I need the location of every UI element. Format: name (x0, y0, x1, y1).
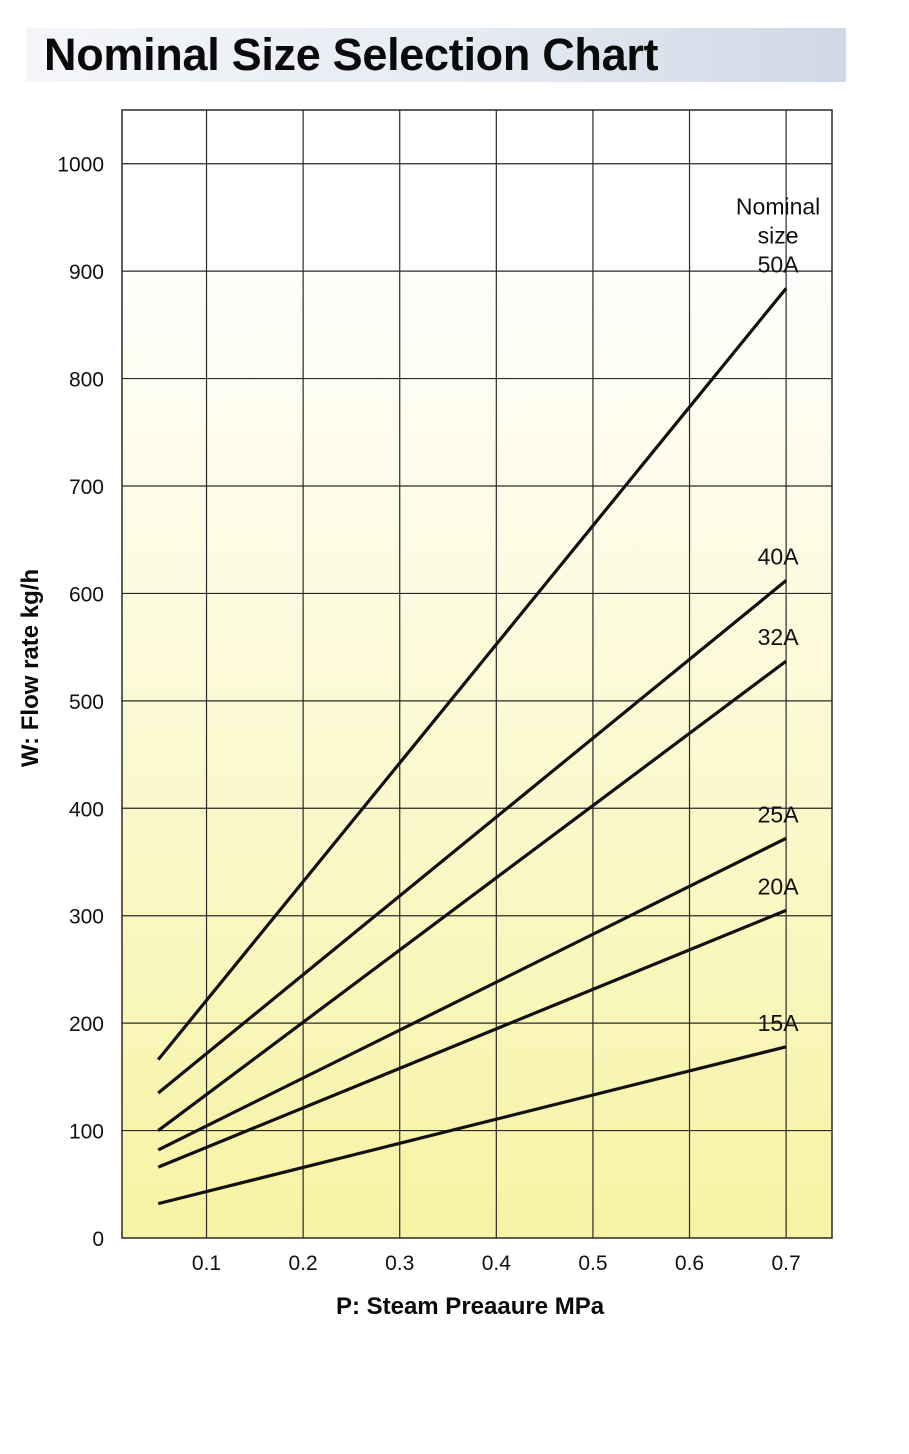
series-label-32a: 32A (758, 624, 800, 650)
series-line-32a (157, 659, 788, 1132)
x-tick-label: 0.7 (772, 1252, 801, 1275)
y-tick-label: 600 (69, 583, 104, 606)
series-line-25a (157, 836, 787, 1152)
y-axis-title: W: Flow rate kg/h (17, 569, 44, 767)
x-tick-label: 0.1 (192, 1252, 221, 1275)
x-tick-label: 0.3 (385, 1252, 414, 1275)
y-tick-label: 500 (69, 691, 104, 714)
y-tick-label: 300 (69, 906, 104, 929)
series-labels: 15A 20A 25A 32A 40A 50A Nominal size (736, 193, 820, 1035)
legend-heading-line: Nominal (736, 193, 820, 219)
x-tick-label: 0.5 (578, 1252, 607, 1275)
y-tick-label: 200 (69, 1013, 104, 1036)
series-label-15a: 15A (758, 1010, 800, 1036)
series-line-40a (157, 579, 788, 1095)
series-label-40a: 40A (758, 544, 800, 570)
x-tick-label: 0.6 (675, 1252, 704, 1275)
x-tick-label: 0.4 (482, 1252, 512, 1275)
plot-area (121, 109, 833, 1239)
series-label-25a: 25A (758, 801, 800, 827)
y-tick-label: 900 (69, 261, 104, 284)
page-title: Nominal Size Selection Chart (44, 29, 659, 80)
axis-ticks: 0.1 0.2 0.3 0.4 0.5 0.6 0.7 0 100 200 300 400 500 600… (57, 154, 800, 1275)
y-tick-label: 800 (69, 369, 104, 392)
grid (122, 110, 832, 1238)
series-label-50a: 50A (758, 251, 800, 277)
y-tick-label: 400 (69, 798, 104, 821)
series-line-15a (157, 1045, 787, 1206)
series-label-20a: 20A (758, 873, 800, 899)
y-tick-label: 100 (69, 1121, 104, 1144)
y-tick-label: 0 (92, 1228, 104, 1251)
series-line-50a (156, 287, 788, 1061)
title-band (26, 28, 846, 82)
legend-heading-line: size (758, 222, 799, 248)
series-line-20a (157, 908, 787, 1169)
x-tick-label: 0.2 (289, 1252, 318, 1275)
y-tick-label: 1000 (57, 154, 104, 177)
x-axis-title: P: Steam Preaaure MPa (336, 1293, 605, 1320)
series-lines (156, 287, 788, 1206)
y-tick-label: 700 (69, 476, 104, 499)
